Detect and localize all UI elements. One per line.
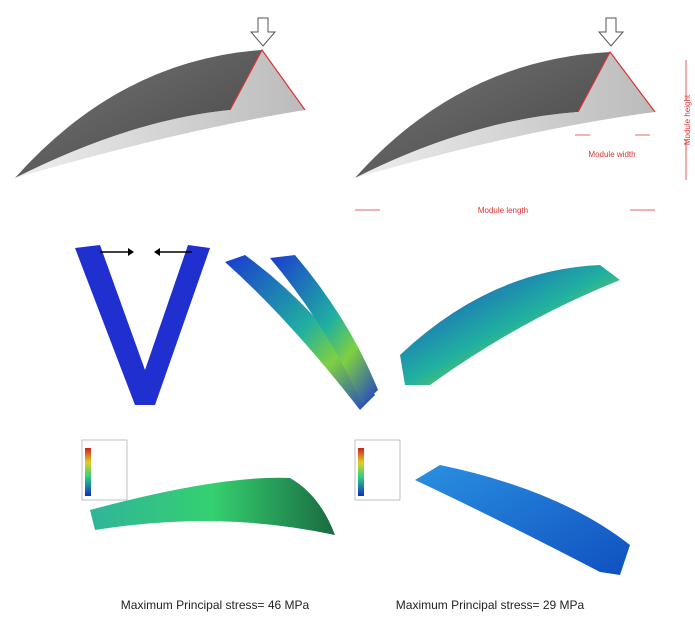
fea-shell-46 — [90, 477, 335, 535]
annotation: Module height — [683, 94, 692, 145]
fea-shell-top — [400, 265, 620, 385]
module-shell-right — [355, 17, 687, 211]
v-model — [75, 245, 210, 405]
fea-curved-arms — [225, 255, 378, 410]
caption: Maximum Principal stress= 46 MPa — [121, 598, 310, 612]
annotation: Module length — [478, 206, 528, 215]
stress-legend — [81, 439, 401, 501]
caption: Maximum Principal stress= 29 MPa — [396, 598, 585, 612]
fea-shell-29 — [415, 465, 630, 575]
annotation: Module width — [588, 150, 635, 159]
module-shell-left — [15, 17, 306, 178]
